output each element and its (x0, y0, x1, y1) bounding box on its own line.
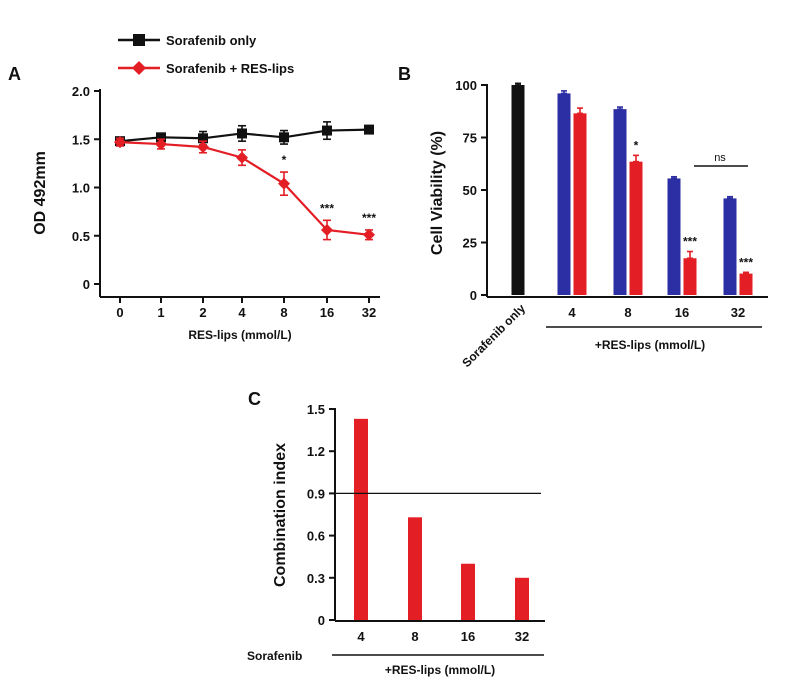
chart-b-y-tick-label: 25 (463, 236, 477, 251)
legend-marker-square-icon (133, 34, 145, 46)
chart-a-point-square (322, 125, 332, 136)
chart-c-y-tick-label: 0.3 (307, 571, 325, 586)
chart-c-bar (515, 577, 529, 620)
chart-a-point-diamond (155, 138, 167, 151)
chart-a-y-tick-label: 0 (83, 277, 90, 292)
chart-a-point-diamond (321, 223, 333, 236)
chart-b-x-tick-label: 16 (675, 305, 689, 320)
chart-b-bar-red (739, 273, 753, 295)
chart-a-x-tick-label: 32 (362, 305, 376, 320)
chart-b-y-title: Cell Viability (%) (429, 131, 446, 255)
chart-a-point-square (279, 132, 289, 143)
chart-a-x-tick-label: 8 (280, 305, 287, 320)
chart-a-x-title: RES-lips (mmol/L) (188, 328, 291, 342)
chart-c-x-tick-label: 4 (357, 629, 365, 644)
chart-c-y-tick-label: 0.9 (307, 486, 325, 501)
chart-a-point-diamond (278, 177, 290, 190)
chart-a-significance: * (282, 153, 287, 167)
legend-label-sorafenib-only: Sorafenib only (166, 33, 257, 48)
panel-letter-c: C (248, 389, 261, 409)
chart-a-x-tick-label: 4 (238, 305, 246, 320)
legend-label-sorafenib-res-lips: Sorafenib + RES-lips (166, 61, 294, 76)
chart-b-y-tick-label: 0 (470, 288, 477, 303)
chart-b-ns-label: ns (714, 152, 726, 164)
chart-b-significance: *** (739, 255, 753, 269)
chart-a-y-title: OD 492mm (32, 151, 49, 235)
chart-c-bar (408, 517, 422, 620)
chart-b-y-tick-label: 50 (463, 183, 477, 198)
panel-letter-a: A (8, 64, 21, 84)
chart-b-x-tick-label: 32 (731, 305, 745, 320)
chart-b-x-tick-label: 8 (624, 305, 631, 320)
chart-b-y-tick-label: 75 (463, 131, 477, 146)
chart-a-point-diamond (363, 228, 375, 241)
chart-a-point-diamond (197, 140, 209, 153)
chart-b-x-tick-label: 4 (568, 305, 576, 320)
chart-c-left-label: Sorafenib (247, 649, 302, 663)
chart-b-bar-red (683, 258, 697, 295)
chart-c-group-label: +RES-lips (mmol/L) (385, 663, 495, 677)
chart-c-y-title: Combination index (272, 443, 289, 587)
chart-a-y-tick-label: 2.0 (72, 84, 90, 99)
chart-a-point-square (237, 128, 247, 139)
chart-a-y-tick-label: 1.5 (72, 132, 90, 147)
chart-b-bar-red (629, 161, 643, 295)
chart-c-bar (461, 563, 475, 620)
chart-a-x-tick-label: 16 (320, 305, 334, 320)
chart-b-bar-blue (667, 178, 681, 295)
chart-b-significance: *** (683, 235, 697, 249)
chart-b-bar-blue (557, 93, 571, 296)
chart-b-bar-control (511, 85, 525, 295)
legend-marker-diamond-icon (132, 61, 146, 75)
chart-c-y-tick-label: 1.2 (307, 444, 325, 459)
chart-a-x-tick-label: 2 (199, 305, 206, 320)
chart-b-bar-blue (723, 198, 737, 295)
chart-c-y-tick-label: 1.5 (307, 402, 325, 417)
chart-b-significance: * (634, 138, 639, 152)
chart-b-bar-blue (613, 109, 627, 296)
chart-a-significance: *** (362, 211, 376, 225)
chart-b-bar-red (573, 113, 587, 295)
chart-c-x-tick-label: 16 (461, 629, 475, 644)
chart-a: 00.51.01.52.0 0 1 2 4 8 16 32 ******* OD 492mm… (32, 84, 380, 342)
chart-a-point-square (156, 132, 166, 143)
chart-c: 0 0.3 0.6 0.9 1.2 1.5 4 8 16 32 Sorafenib +RES-l… (247, 402, 545, 677)
chart-c-y-tick-label: 0 (318, 613, 325, 628)
chart-c-x-tick-label: 32 (515, 629, 529, 644)
chart-b-group-label: +RES-lips (mmol/L) (595, 338, 705, 352)
panel-letter-b: B (398, 64, 411, 84)
chart-a-x-tick-label: 1 (157, 305, 164, 320)
chart-a-point-diamond (236, 151, 248, 164)
chart-a-point-square (198, 133, 208, 144)
chart-b-control-label: Sorafenib only (459, 301, 528, 370)
chart-a-x-tick-label: 0 (116, 305, 123, 320)
chart-a-point-square (364, 124, 374, 135)
chart-b-y-tick-label: 100 (455, 78, 477, 93)
chart-c-bar (354, 418, 368, 620)
chart-c-y-tick-label: 0.6 (307, 529, 325, 544)
chart-c-x-tick-label: 8 (411, 629, 418, 644)
chart-a-significance: *** (320, 201, 334, 215)
chart-a-point-diamond (114, 136, 126, 149)
chart-a-y-tick-label: 0.5 (72, 229, 90, 244)
legend-a: Sorafenib only Sorafenib + RES-lips (118, 33, 294, 76)
chart-a-y-tick-label: 1.0 (72, 181, 90, 196)
